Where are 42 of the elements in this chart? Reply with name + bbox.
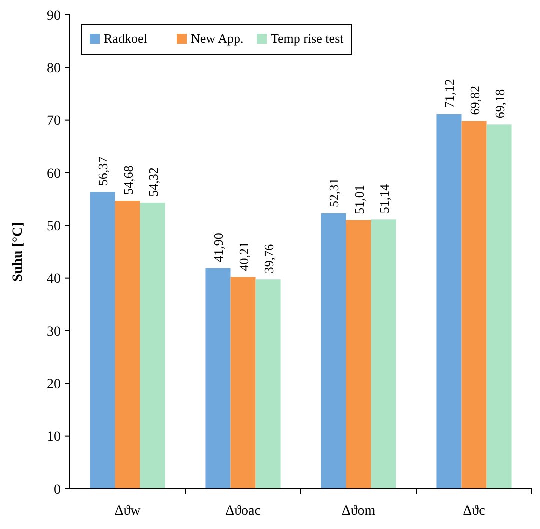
data-label: 51,01 bbox=[352, 185, 367, 214]
y-tick-label: 60 bbox=[47, 166, 61, 182]
bar bbox=[462, 121, 487, 489]
data-label: 54,32 bbox=[146, 168, 161, 197]
y-tick-label: 90 bbox=[47, 8, 61, 24]
data-label: 40,21 bbox=[236, 242, 252, 272]
y-tick-label: 10 bbox=[47, 430, 61, 446]
y-tick-label: 30 bbox=[47, 324, 61, 340]
bar bbox=[230, 277, 256, 489]
data-label: 39,76 bbox=[261, 244, 276, 274]
data-label: 56,37 bbox=[96, 156, 111, 186]
legend-label: New App. bbox=[191, 31, 244, 46]
y-tick-label: 40 bbox=[47, 272, 61, 288]
legend-label: Radkoel bbox=[104, 31, 148, 46]
x-tick-label: Δϑom bbox=[342, 504, 376, 519]
y-axis-title: Suhu [°C] bbox=[11, 222, 26, 282]
x-tick-label: Δϑw bbox=[114, 504, 142, 519]
y-tick-label: 0 bbox=[54, 482, 61, 498]
data-label: 51,14 bbox=[376, 184, 392, 214]
y-tick-label: 50 bbox=[47, 220, 61, 235]
y-tick-label: 20 bbox=[47, 378, 61, 393]
x-tick-label: Δϑoac bbox=[226, 504, 261, 519]
bar bbox=[321, 214, 346, 489]
data-label: 69,82 bbox=[467, 86, 482, 116]
data-label: 52,31 bbox=[326, 178, 342, 208]
data-label: 54,68 bbox=[120, 166, 136, 196]
bar bbox=[115, 201, 140, 489]
data-label: 69,18 bbox=[492, 89, 508, 119]
legend-label: Temp rise test bbox=[271, 31, 344, 46]
y-tick-label: 70 bbox=[47, 114, 61, 130]
bar bbox=[206, 268, 231, 489]
bar bbox=[486, 124, 512, 489]
bar bbox=[346, 220, 372, 489]
bar bbox=[371, 220, 396, 489]
data-label: 71,12 bbox=[442, 79, 458, 108]
bar bbox=[90, 192, 116, 489]
data-label: 41,90 bbox=[211, 233, 226, 262]
y-tick-label: 80 bbox=[47, 62, 61, 77]
bar bbox=[256, 280, 281, 489]
x-tick-label: Δϑc bbox=[463, 504, 486, 519]
bar bbox=[140, 202, 166, 489]
bar bbox=[436, 114, 462, 489]
